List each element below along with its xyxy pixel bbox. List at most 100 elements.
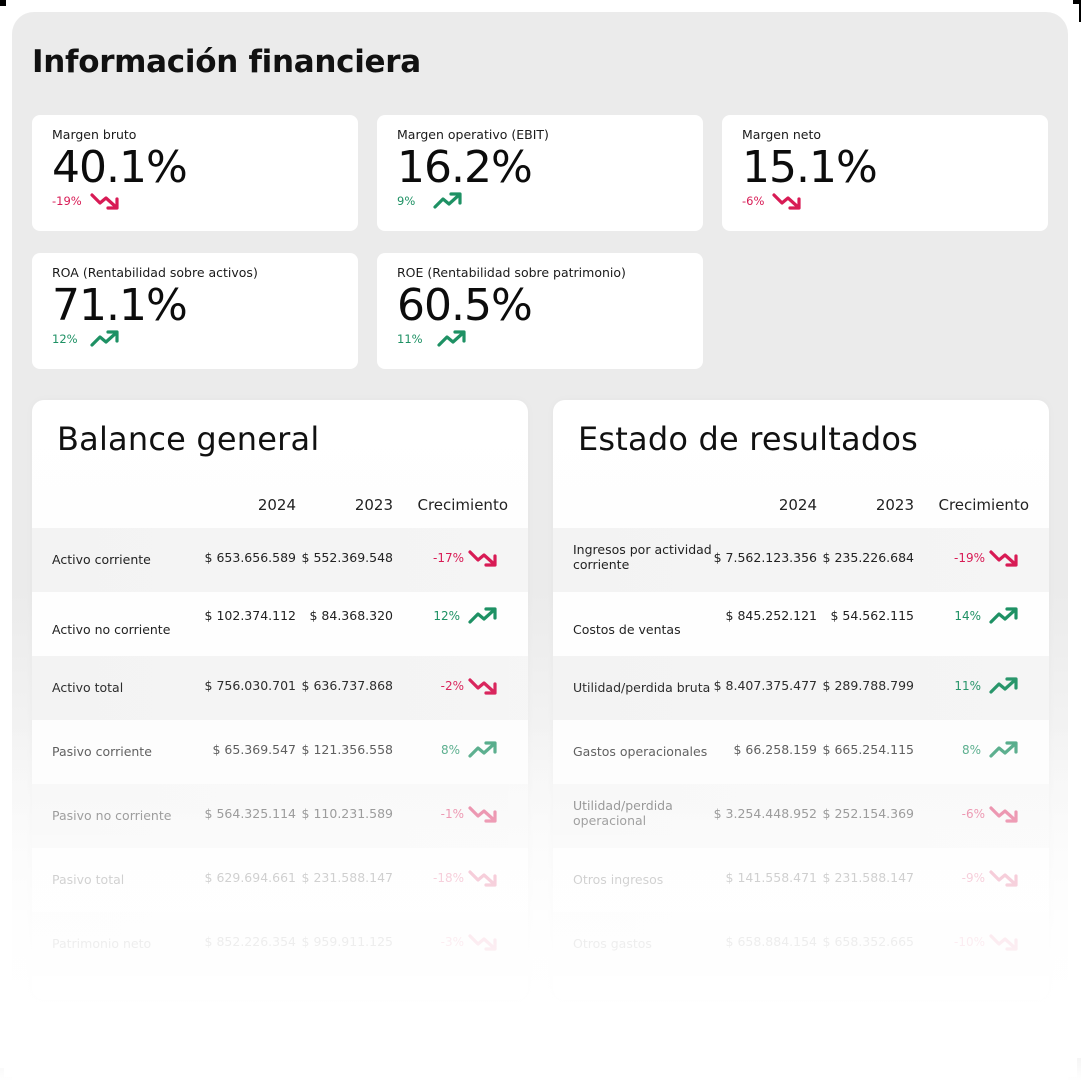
table-title: Estado de resultados (578, 420, 918, 458)
kpi-label: ROE (Rentabilidad sobre patrimonio) (397, 265, 626, 280)
table-row: Pasivo corriente $ 65.369.547 $ 121.356.55… (32, 720, 528, 784)
column-header-crecimiento: Crecimiento (417, 496, 508, 514)
value-2024: $ 564.325.114 (204, 806, 296, 821)
column-header-2023: 2023 (354, 496, 393, 514)
growth-value: -19% (953, 551, 985, 565)
kpi-delta: -6% (742, 194, 765, 208)
column-header-2024: 2024 (778, 496, 817, 514)
trending-up-icon (989, 677, 1018, 694)
trending-up-icon (468, 741, 497, 758)
growth-value: -9% (961, 871, 985, 885)
kpi-card-margen-neto: Margen neto 15.1% -6% (722, 115, 1048, 231)
trending-down-icon (468, 678, 497, 695)
value-2023: $ 665.254.115 (822, 742, 914, 757)
value-2023: $ 110.231.589 (301, 806, 393, 821)
kpi-label: Margen operativo (EBIT) (397, 127, 549, 142)
kpi-card-roa: ROA (Rentabilidad sobre activos) 71.1% 1… (32, 253, 358, 369)
value-2023: $ 658.352.665 (822, 934, 914, 949)
trending-up-icon (433, 192, 462, 209)
table-header: 2024 2023 Crecimiento (553, 492, 1049, 522)
value-2023: $ 289.788.799 (822, 678, 914, 693)
column-header-2023: 2023 (875, 496, 914, 514)
page-title: Información financiera (32, 44, 421, 80)
trending-down-icon (468, 934, 497, 951)
trending-down-icon (468, 870, 497, 887)
trending-down-icon (989, 870, 1018, 887)
row-label: Pasivo total (52, 872, 125, 887)
growth-value: -1% (440, 807, 464, 821)
row-label: Pasivo corriente (52, 744, 152, 759)
value-2024: $ 8.407.375.477 (713, 678, 817, 693)
value-2024: $ 852.226.354 (204, 934, 296, 949)
row-label: Patrimonio neto (52, 936, 152, 951)
value-2024: $ 141.558.471 (725, 870, 817, 885)
value-2023: $ 54.562.115 (830, 608, 915, 623)
value-2023: $ 959.911.125 (301, 934, 393, 949)
table-row: Costos de ventas $ 845.252.121 $ 54.562.11… (553, 592, 1049, 656)
trending-down-icon (772, 193, 802, 210)
growth-value: 12% (433, 609, 460, 623)
trending-down-icon (90, 193, 119, 210)
kpi-value: 40.1% (52, 142, 188, 193)
row-label: Activo corriente (52, 552, 151, 567)
growth-value: -3% (440, 935, 464, 949)
growth-value: 8% (440, 743, 460, 757)
value-2023: $ 252.154.369 (822, 806, 914, 821)
kpi-value: 15.1% (742, 142, 878, 193)
kpi-label: Margen bruto (52, 127, 137, 142)
table-title: Balance general (57, 420, 320, 458)
table-row: Gastos operacionales $ 66.258.159 $ 665.25… (553, 720, 1049, 784)
row-label: Utilidad/perdida operacional (573, 798, 673, 828)
trending-up-icon (468, 607, 497, 624)
kpi-value: 16.2% (397, 142, 533, 193)
value-2024: $ 756.030.701 (204, 678, 296, 693)
trending-down-icon (989, 934, 1018, 951)
growth-value: -6% (961, 807, 985, 821)
row-label: Costos de ventas (573, 622, 681, 637)
table-row: Utilidad/perdida operacional $ 3.254.448.… (553, 784, 1049, 848)
row-label: Utilidad/perdida bruta (573, 680, 711, 695)
trending-down-icon (989, 806, 1018, 823)
kpi-card-margen-bruto: Margen bruto 40.1% -19% (32, 115, 358, 231)
growth-value: -18% (432, 871, 464, 885)
row-label: Ingresos por actividad corriente (573, 542, 712, 572)
trending-up-icon (989, 741, 1018, 758)
column-header-crecimiento: Crecimiento (938, 496, 1029, 514)
kpi-label: ROA (Rentabilidad sobre activos) (52, 265, 258, 280)
value-2024: $ 66.258.159 (733, 742, 818, 757)
trending-up-icon (989, 607, 1018, 624)
kpi-label: Margen neto (742, 127, 822, 142)
table-row: Pasivo total $ 629.694.661 $ 231.588.147 -1… (32, 848, 528, 912)
corner-mark (1068, 1077, 1081, 1081)
growth-value: -2% (440, 679, 464, 693)
table-row: Patrimonio neto $ 852.226.354 $ 959.911.12… (32, 912, 528, 976)
table-header: 2024 2023 Crecimiento (32, 492, 528, 522)
table-row: Otros gastos $ 658.884.154 $ 658.352.665 -1… (553, 912, 1049, 976)
corner-mark (1073, 0, 1081, 4)
trending-down-icon (468, 550, 497, 567)
value-2023: $ 235.226.684 (822, 550, 914, 565)
row-label: Otros gastos (573, 936, 652, 951)
table-row: Otros ingresos $ 141.558.471 $ 231.588.147… (553, 848, 1049, 912)
row-label: Activo total (52, 680, 124, 695)
kpi-delta: 12% (52, 332, 78, 346)
kpi-value: 71.1% (52, 280, 188, 331)
value-2023: $ 84.368.320 (309, 608, 394, 623)
table-row: Pasivo no corriente $ 564.325.114 $ 110.23… (32, 784, 528, 848)
value-2024: $ 658.884.154 (725, 934, 817, 949)
value-2023: $ 121.356.558 (301, 742, 393, 757)
value-2024: $ 65.369.547 (212, 742, 297, 757)
trending-up-icon (436, 330, 466, 347)
growth-value: -10% (953, 935, 985, 949)
balance-general-card: Balance general 2024 2023 Crecimiento Ac… (32, 400, 528, 1000)
value-2023: $ 636.737.868 (301, 678, 393, 693)
growth-value: 11% (954, 679, 981, 693)
corner-mark (0, 0, 6, 6)
trending-up-icon (89, 330, 119, 347)
trending-down-icon (989, 550, 1018, 567)
kpi-delta: 11% (397, 332, 423, 346)
value-2024: $ 102.374.112 (204, 608, 296, 623)
kpi-card-roe: ROE (Rentabilidad sobre patrimonio) 60.5… (377, 253, 703, 369)
kpi-value: 60.5% (397, 280, 533, 331)
value-2024: $ 629.694.661 (204, 870, 296, 885)
